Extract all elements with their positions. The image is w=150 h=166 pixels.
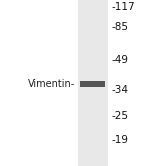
- Text: -49: -49: [111, 55, 128, 65]
- Text: -34: -34: [111, 85, 128, 95]
- Text: -85: -85: [111, 22, 128, 32]
- Text: Vimentin-: Vimentin-: [28, 79, 75, 89]
- Text: -19: -19: [111, 135, 128, 145]
- Bar: [78, 0, 108, 166]
- Bar: [80, 81, 105, 87]
- Text: -117: -117: [111, 2, 135, 12]
- Text: -25: -25: [111, 111, 128, 121]
